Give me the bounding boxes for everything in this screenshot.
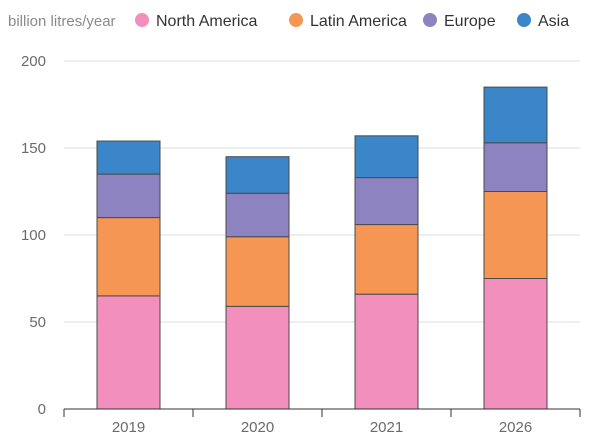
legend-swatch (135, 13, 149, 27)
bar-segment-latin-america-2019 (96, 217, 161, 297)
x-axis: 2019 2020 2021 2026 (63, 408, 581, 436)
bar-segment-north-america-2019 (96, 295, 161, 410)
bar-segment-latin-america-2026 (483, 191, 548, 279)
bar-segment-north-america-2021 (354, 293, 419, 410)
legend-item-europe: Europe (423, 13, 496, 30)
bar-segment-asia-2019 (96, 140, 161, 175)
bar-segment-north-america-2026 (483, 278, 548, 410)
bars (96, 86, 548, 410)
bar-segment-north-america-2020 (225, 305, 290, 410)
legend-item-asia: Asia (517, 13, 569, 30)
bar-segment-latin-america-2020 (225, 236, 290, 307)
legend-label: Asia (538, 13, 569, 30)
legend-swatch (289, 13, 303, 27)
legend-label: Latin America (310, 13, 407, 30)
y-axis-ticks: 0 50 100 150 200 (21, 53, 46, 418)
bar-segment-europe-2020 (225, 192, 290, 238)
y-tick-label: 150 (21, 140, 46, 157)
y-tick-label: 200 (21, 53, 46, 70)
legend-label: Europe (444, 13, 496, 30)
y-tick-label: 0 (38, 401, 46, 418)
bar-segment-europe-2026 (483, 142, 548, 192)
x-tick-label: 2026 (499, 419, 532, 436)
legend-label: North America (156, 13, 257, 30)
y-axis-label: billion litres/year (8, 13, 116, 30)
legend-item-north-america: North America (135, 13, 257, 30)
x-tick-label: 2020 (241, 419, 274, 436)
bar-segment-asia-2020 (225, 156, 290, 194)
bar-segment-europe-2021 (354, 177, 419, 226)
legend: North America Latin America Europe Asia (135, 13, 569, 30)
x-tick-label: 2019 (112, 419, 145, 436)
bar-segment-latin-america-2021 (354, 224, 419, 295)
y-tick-label: 100 (21, 227, 46, 244)
bar-segment-europe-2019 (96, 173, 161, 219)
legend-swatch (517, 13, 531, 27)
x-tick-label: 2021 (370, 419, 403, 436)
bar-segment-asia-2026 (483, 86, 548, 144)
y-tick-label: 50 (29, 314, 46, 331)
bar-segment-asia-2021 (354, 135, 419, 179)
legend-item-latin-america: Latin America (289, 13, 407, 30)
legend-swatch (423, 13, 437, 27)
